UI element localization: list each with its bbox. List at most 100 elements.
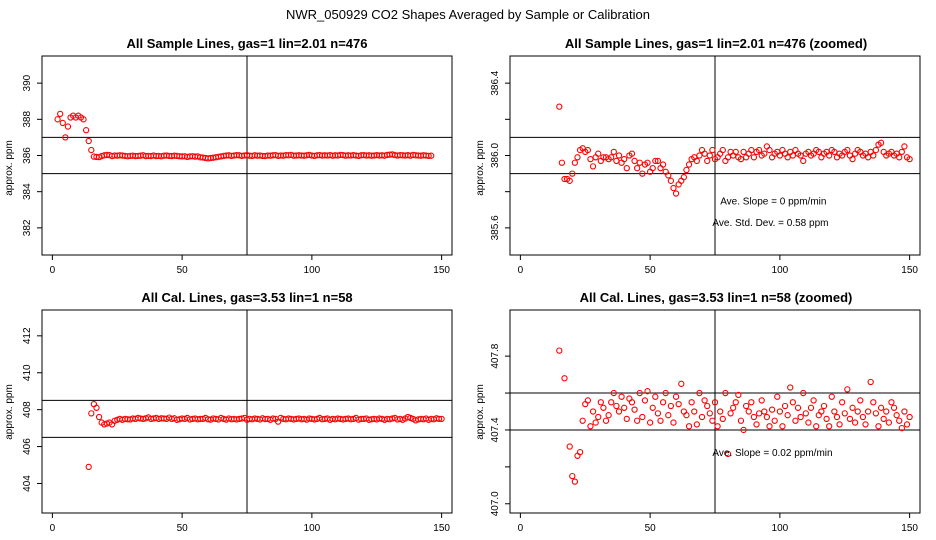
data-point [844,146,851,154]
data-point [794,404,802,411]
data-point [634,417,641,424]
data-point [870,152,877,159]
data-point [776,152,784,159]
data-point [784,412,791,419]
data-point [737,155,745,163]
data-point [438,415,445,423]
data-point [813,423,820,430]
x-tick-label: 0 [50,265,56,276]
annotation-text: Ave. Std. Dev. = 0.58 ppm [712,218,828,229]
data-point [618,393,625,400]
panel-sample-lines-zoomed: All Sample Lines, gas=1 lin=2.01 n=476 (… [475,36,921,276]
data-point [797,413,804,421]
plot-area: 0 50 100 150 382 384 386 388 390 [22,55,453,276]
data-point [659,399,667,406]
data-point [724,450,732,458]
y-tick-label: 385.6 [490,215,501,240]
y-axis-label: approx. ppm [475,140,486,196]
data-point [659,161,667,168]
x-tick-label: 100 [304,523,321,534]
data-point [761,150,768,157]
data-point [54,116,61,123]
data-point [737,417,745,424]
data-point [608,154,615,161]
data-point [776,408,784,415]
data-point [589,408,597,415]
data-point [80,116,87,123]
data-point [269,415,277,422]
data-point [610,148,617,156]
data-point [88,410,95,417]
data-point [696,389,703,397]
data-point [600,154,607,161]
y-tick-label: 386.4 [490,70,501,95]
y-tick-label: 406 [22,438,33,455]
y-tick-label: 407.4 [490,417,501,442]
data-point [906,413,913,421]
data-point [748,146,755,154]
data-point [755,410,763,417]
data-point [667,402,675,410]
data-point [595,150,602,157]
data-point [672,190,680,197]
data-point [587,423,594,430]
x-tick-label: 150 [433,523,450,534]
data-point [841,410,848,417]
data-point [693,421,700,428]
data-point [574,154,581,161]
data-point [800,389,807,397]
data-point [623,165,630,172]
data-point [428,152,435,159]
data-point [753,421,760,428]
data-point [727,410,734,417]
data-point [896,417,903,424]
data-point [849,155,856,163]
y-axis-label: approx. ppm [4,384,15,440]
data-point [828,393,835,400]
data-point [696,152,703,159]
data-point [742,402,750,410]
plot-area: 0 50 100 150 407.0 407.4 407.8 Ave. Slope = 0.0… [490,309,921,534]
data-point [704,402,711,410]
data-point [665,172,672,179]
x-tick-label: 150 [433,265,450,276]
data-point [82,127,90,134]
data-point [634,165,641,172]
data-point [646,419,654,426]
data-point [732,148,739,156]
data-point [600,404,607,411]
y-tick-label: 410 [22,364,33,381]
data-point [675,400,682,408]
x-tick-label: 0 [50,523,56,534]
data-point [95,413,103,421]
data-point [59,119,66,127]
panel-title: All Sample Lines, gas=1 lin=2.01 n=476 (… [565,36,867,51]
data-point [688,399,695,406]
data-point [556,347,563,354]
data-point [810,397,817,404]
y-tick-label: 384 [22,183,33,200]
data-point [901,143,908,150]
data-point [85,463,92,471]
data-point [823,415,830,423]
data-point [621,155,628,163]
data-point [613,157,620,165]
data-point [62,134,69,141]
y-tick-label: 408 [22,401,33,418]
data-point [826,423,833,430]
data-point [652,157,659,165]
data-point [706,410,713,417]
data-point [836,421,843,428]
data-point [88,146,95,154]
data-point [839,399,846,406]
data-point [740,148,747,156]
data-point [698,413,706,421]
panel-title: All Cal. Lines, gas=3.53 lin=1 n=58 [141,290,352,305]
data-point [800,157,807,165]
x-tick-label: 50 [177,523,189,534]
data-point [784,154,791,161]
x-tick-label: 150 [901,523,918,534]
data-point [605,412,612,419]
data-point [644,388,651,395]
data-point [639,413,646,421]
